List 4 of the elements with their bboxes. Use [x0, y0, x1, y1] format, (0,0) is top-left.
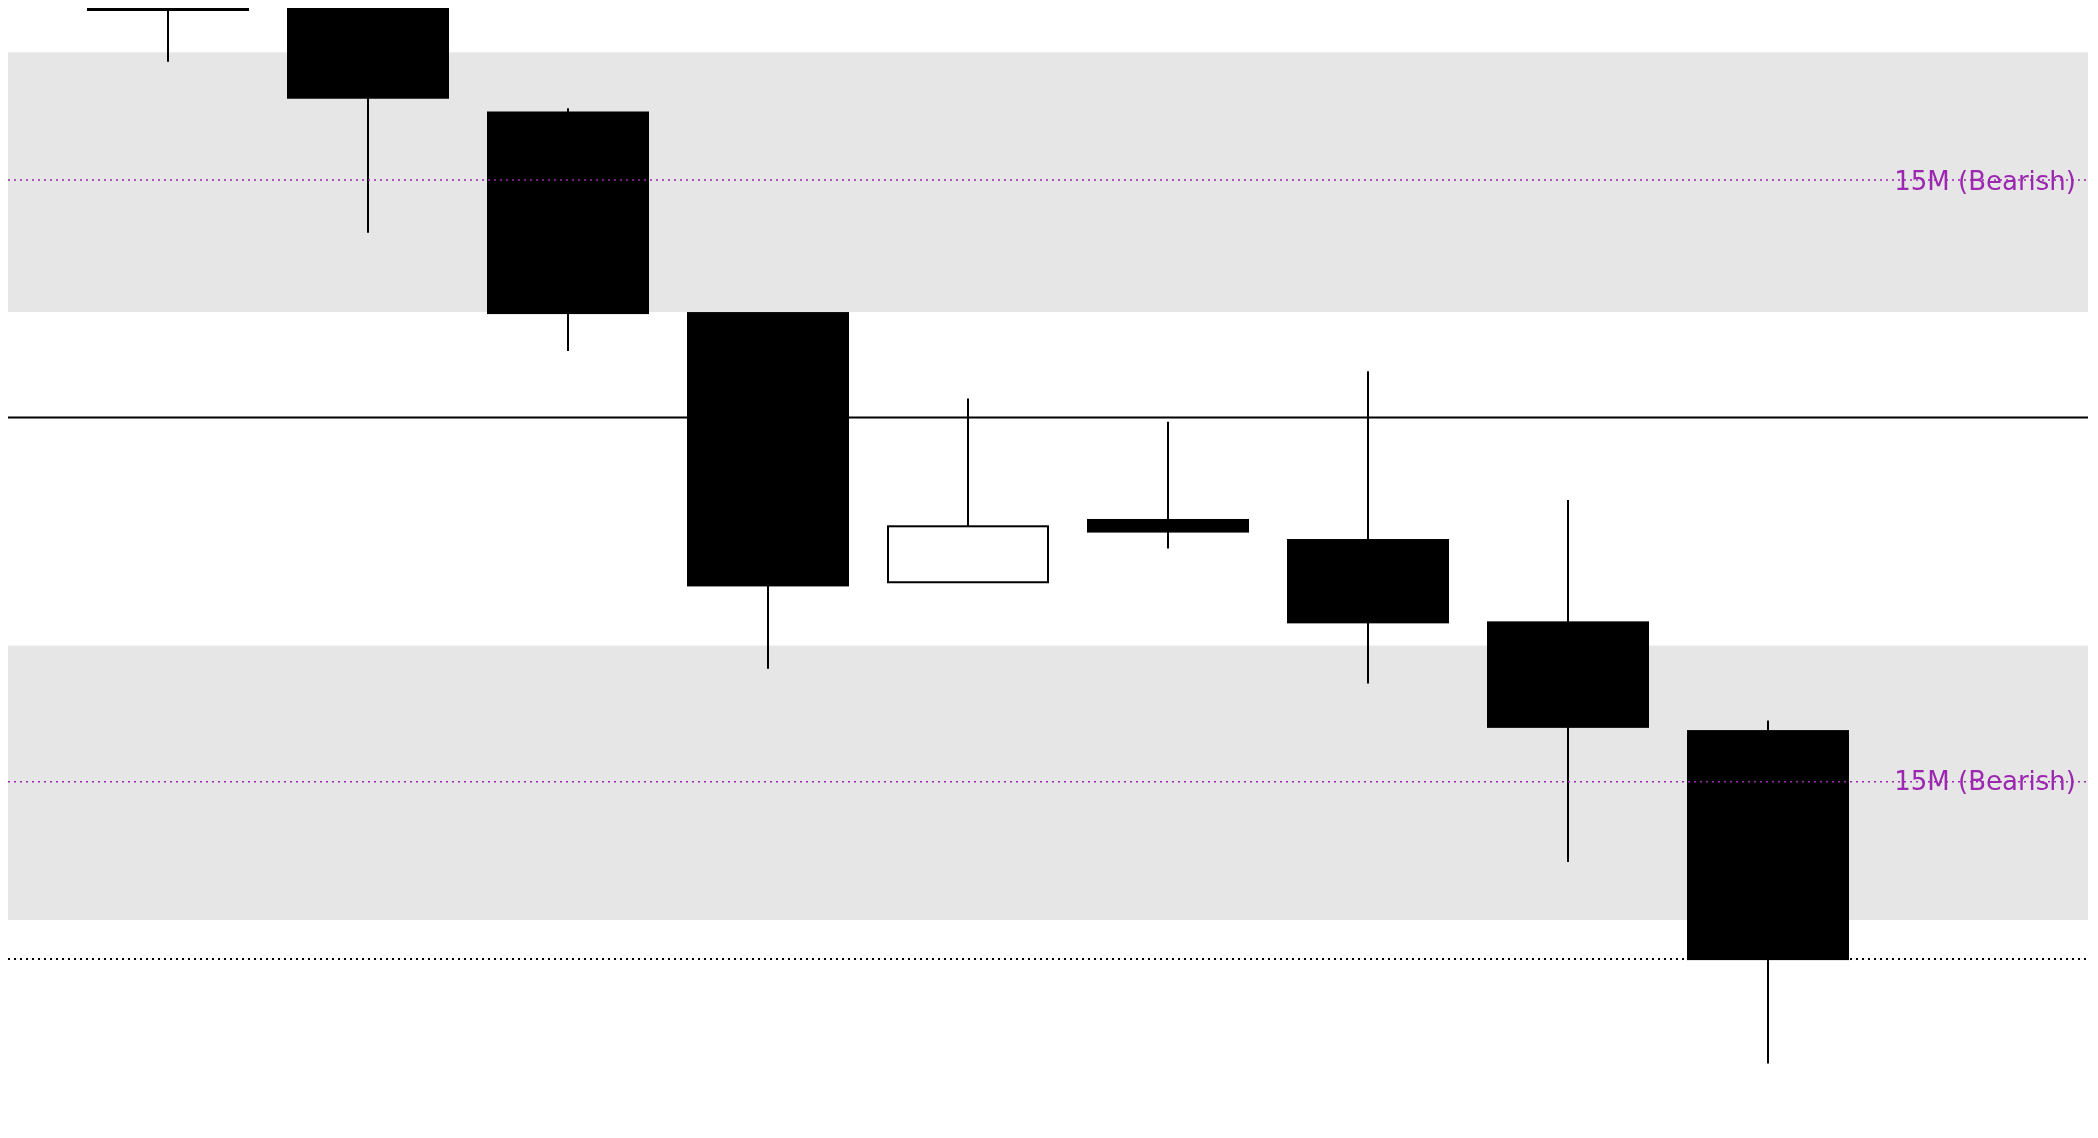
candlestick — [1087, 420, 1249, 550]
band-label: 15M (Bearish) — [1894, 766, 2076, 797]
band-label: 15M (Bearish) — [1894, 165, 2076, 196]
candlestick — [87, 8, 249, 63]
